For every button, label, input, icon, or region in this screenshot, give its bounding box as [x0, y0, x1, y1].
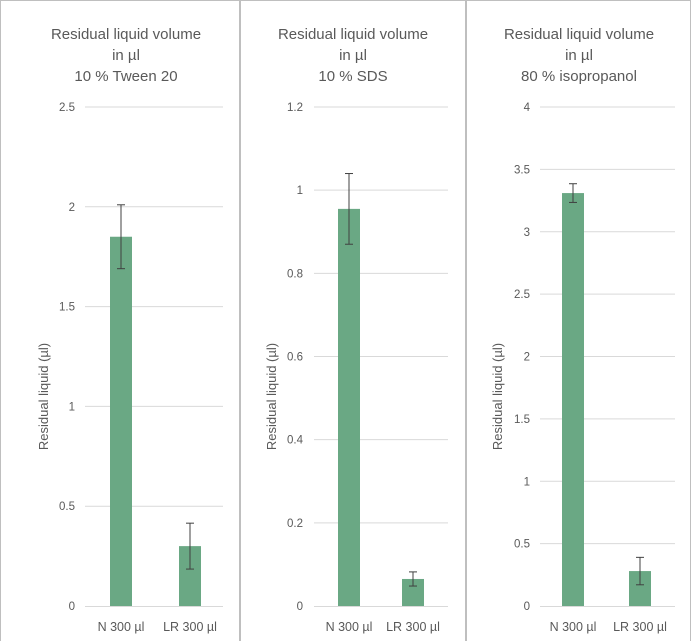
x-category-label: N 300 µl — [550, 620, 597, 634]
x-category-label: LR 300 µl — [386, 620, 440, 634]
bar-lr-300 — [402, 578, 424, 606]
chart-title-line-3: 10 % SDS — [318, 68, 387, 85]
y-tick-label: 1 — [524, 476, 530, 488]
bar-lr-300 — [179, 546, 201, 606]
y-tick-label: 0.2 — [287, 518, 303, 530]
panel-frame-1 — [0, 0, 240, 641]
y-tick-label: 2 — [524, 352, 530, 364]
y-axis-label: Residual liquid (µl) — [36, 343, 51, 450]
x-category-label: N 300 µl — [326, 620, 373, 634]
x-category-label: N 300 µl — [98, 620, 145, 634]
y-tick-label: 1 — [297, 185, 303, 197]
chart-title-line-3: 80 % isopropanol — [521, 68, 637, 85]
chart-title-line-2: in µl — [112, 47, 140, 64]
y-tick-label: 0.4 — [287, 435, 304, 447]
panel-frame-2 — [240, 0, 466, 641]
chart-title-line-1: Residual liquid volume — [504, 26, 654, 43]
y-tick-label: 1.2 — [287, 102, 303, 114]
y-tick-label: 3.5 — [514, 164, 530, 176]
bar-n-300 — [338, 208, 360, 607]
chart-title-line-2: in µl — [565, 47, 593, 64]
y-tick-label: 0 — [297, 601, 303, 613]
y-axis-label: Residual liquid (µl) — [490, 343, 505, 450]
y-tick-label: 0.5 — [59, 501, 75, 513]
y-tick-label: 4 — [524, 102, 531, 114]
bar-lr-300 — [629, 571, 651, 606]
chart-title-line-2: in µl — [339, 47, 367, 64]
chart-title-line-1: Residual liquid volume — [278, 26, 428, 43]
y-tick-label: 2.5 — [514, 289, 530, 301]
x-category-label: LR 300 µl — [163, 620, 217, 634]
y-tick-label: 1.5 — [514, 414, 530, 426]
y-tick-label: 1 — [69, 401, 75, 413]
y-tick-label: 0.8 — [287, 268, 303, 280]
y-tick-label: 2 — [69, 202, 75, 214]
y-tick-label: 0.6 — [287, 352, 303, 364]
bar-n-300 — [562, 193, 584, 606]
panel-frame-3 — [466, 0, 691, 641]
bar-n-300 — [110, 236, 132, 607]
y-tick-label: 2.5 — [59, 102, 75, 114]
y-tick-label: 0.5 — [514, 539, 530, 551]
chart-title-line-1: Residual liquid volume — [51, 26, 201, 43]
y-axis-label: Residual liquid (µl) — [264, 343, 279, 450]
y-tick-label: 1.5 — [59, 302, 75, 314]
y-tick-label: 0 — [524, 601, 530, 613]
x-category-label: LR 300 µl — [613, 620, 667, 634]
y-tick-label: 0 — [69, 601, 75, 613]
y-tick-label: 3 — [524, 227, 530, 239]
chart-title-line-3: 10 % Tween 20 — [74, 68, 177, 85]
